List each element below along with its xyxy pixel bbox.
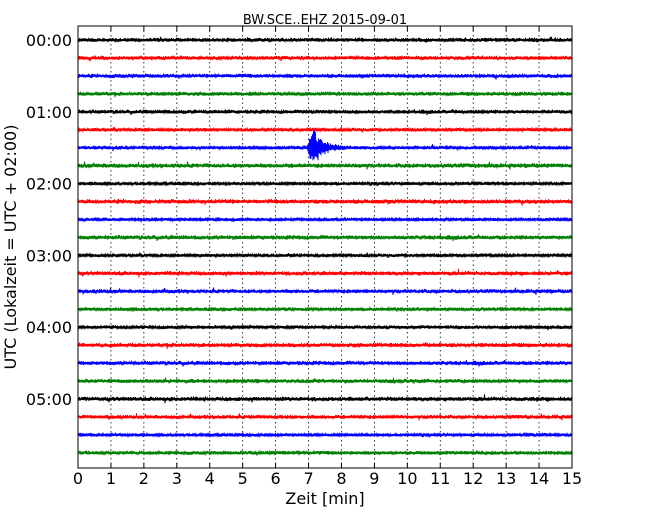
y-tick-label: 05:00 [26, 390, 72, 409]
seismic-trace [77, 377, 573, 385]
plot-frame [77, 25, 573, 469]
y-tick-label: 02:00 [26, 175, 72, 194]
seismic-trace [77, 54, 573, 62]
seismic-trace [77, 90, 573, 98]
x-tick-label: 0 [73, 469, 83, 488]
x-tick-label: 1 [106, 469, 116, 488]
x-tick-label: 3 [172, 469, 182, 488]
seismic-trace [77, 108, 573, 116]
grid-lines [110, 26, 540, 468]
axis-ticks [77, 26, 573, 468]
seismic-trace [77, 394, 573, 404]
seismic-trace [77, 36, 573, 44]
seismic-trace [77, 287, 573, 295]
seismic-trace [77, 130, 573, 161]
x-tick-label: 12 [463, 469, 483, 488]
y-tick-labels: 00:00 01:00 02:00 03:00 04:00 05:00 [26, 31, 72, 409]
y-tick-label: 04:00 [26, 318, 72, 337]
y-tick-label: 00:00 [26, 31, 72, 50]
seismic-trace [77, 234, 573, 242]
x-tick-label: 8 [336, 469, 346, 488]
seismic-trace [77, 431, 573, 439]
seismic-trace [77, 359, 573, 367]
x-tick-label: 11 [430, 469, 450, 488]
x-tick-label: 15 [562, 469, 582, 488]
chart-title: BW.SCE..EHZ 2015-09-01 [243, 13, 407, 28]
seismic-trace [77, 161, 573, 170]
seismic-trace [77, 413, 573, 421]
x-axis-label: Zeit [min] [285, 489, 364, 508]
x-tick-label: 9 [369, 469, 379, 488]
seismic-trace [77, 180, 573, 187]
seismic-trace [77, 252, 573, 259]
y-tick-label: 03:00 [26, 246, 72, 265]
x-tick-label: 5 [238, 469, 248, 488]
seismic-trace [77, 216, 573, 223]
x-tick-label: 6 [271, 469, 281, 488]
seismic-trace [77, 305, 573, 313]
x-tick-label: 2 [139, 469, 149, 488]
seismic-trace [77, 72, 573, 80]
x-tick-label: 13 [496, 469, 516, 488]
seismic-trace [77, 324, 573, 331]
x-tick-labels: 0 1 2 3 4 5 6 7 8 9 10 11 12 13 14 15 [73, 469, 582, 488]
y-tick-label: 01:00 [26, 103, 72, 122]
seismic-trace [77, 342, 573, 349]
seismic-trace [77, 268, 573, 278]
x-tick-label: 10 [397, 469, 417, 488]
seismic-trace [77, 449, 573, 457]
seismic-trace [77, 126, 573, 133]
x-tick-label: 14 [529, 469, 549, 488]
x-tick-label: 7 [303, 469, 313, 488]
x-tick-label: 4 [205, 469, 215, 488]
traces [77, 36, 573, 457]
seismic-trace [77, 198, 573, 206]
y-axis-label: UTC (Lokalzeit = UTC + 02:00) [1, 125, 20, 370]
